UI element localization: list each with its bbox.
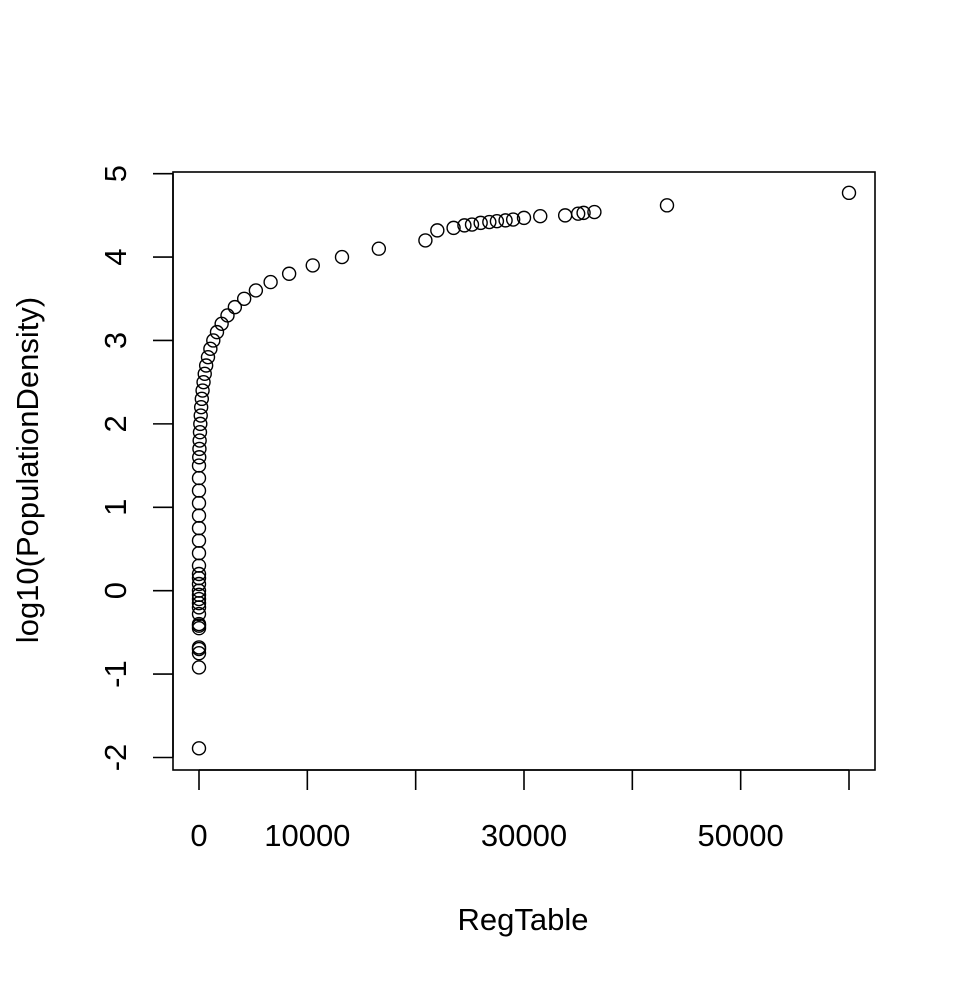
data-point xyxy=(576,205,591,221)
x-tick-label: 50000 xyxy=(698,818,784,853)
data-point xyxy=(191,533,207,548)
data-point xyxy=(570,206,586,221)
data-point xyxy=(482,214,497,230)
data-point xyxy=(457,218,472,233)
data-point xyxy=(446,220,461,236)
x-axis: 0 10000 30000 50000 xyxy=(190,769,850,853)
data-point xyxy=(196,374,211,390)
data-point xyxy=(227,299,243,315)
data-point xyxy=(191,495,207,511)
data-point xyxy=(191,508,207,523)
data-point xyxy=(587,204,602,220)
data-point xyxy=(191,558,207,573)
data-point xyxy=(198,358,214,373)
data-point xyxy=(498,213,513,228)
y-tick-label: 4 xyxy=(98,248,133,265)
y-tick-label: -2 xyxy=(98,744,133,772)
data-point xyxy=(533,209,548,224)
data-point xyxy=(192,425,208,440)
data-point xyxy=(281,266,297,281)
data-point xyxy=(236,291,252,306)
y-tick-label: -1 xyxy=(98,660,133,688)
x-tick-label: 0 xyxy=(190,818,207,853)
data-point xyxy=(516,210,532,226)
data-point xyxy=(192,433,207,448)
data-point xyxy=(191,520,207,536)
data-point xyxy=(193,408,208,423)
data-point xyxy=(191,566,207,582)
data-point xyxy=(191,587,207,603)
data-point xyxy=(191,591,207,607)
data-point xyxy=(220,308,235,323)
data-point xyxy=(191,576,207,592)
y-tick-label: 3 xyxy=(98,332,133,349)
x-tick-label: 10000 xyxy=(264,818,350,853)
data-point xyxy=(505,212,521,227)
y-tick-label: 0 xyxy=(98,582,133,599)
data-point xyxy=(192,441,207,457)
data-point xyxy=(193,399,209,415)
y-axis: -2 -1 0 1 2 3 4 5 xyxy=(98,165,174,772)
data-point xyxy=(659,198,675,213)
data-point xyxy=(263,274,278,290)
points-layer xyxy=(191,185,857,756)
data-point xyxy=(191,646,207,661)
data-point xyxy=(191,545,207,561)
data-point xyxy=(557,208,573,223)
data-point xyxy=(489,214,505,229)
data-point xyxy=(191,616,207,632)
data-point xyxy=(473,215,488,231)
data-point xyxy=(206,333,221,348)
data-point xyxy=(200,349,216,365)
data-point xyxy=(192,450,207,465)
data-point xyxy=(371,241,387,256)
data-point xyxy=(191,741,207,756)
data-point xyxy=(193,416,208,432)
data-point xyxy=(194,391,210,407)
y-tick-label: 1 xyxy=(98,499,133,516)
data-point xyxy=(191,483,207,498)
data-point xyxy=(203,341,218,357)
y-tick-label: 5 xyxy=(98,165,133,182)
data-point xyxy=(195,383,210,398)
data-point xyxy=(191,606,207,622)
data-point xyxy=(464,217,480,232)
data-point xyxy=(191,470,207,486)
y-axis-title: log10(PopulationDensity) xyxy=(10,297,45,643)
data-point xyxy=(841,185,857,201)
x-tick-label: 30000 xyxy=(481,818,567,853)
data-point xyxy=(191,458,207,473)
data-point xyxy=(418,233,433,248)
x-axis-title: RegTable xyxy=(458,902,589,937)
data-point xyxy=(209,324,225,340)
data-point xyxy=(197,366,212,382)
data-point xyxy=(191,640,207,655)
data-point xyxy=(248,283,264,298)
data-point xyxy=(334,249,350,265)
y-tick-label: 2 xyxy=(98,415,133,432)
plot-box xyxy=(172,171,876,771)
data-point xyxy=(305,258,320,273)
data-point xyxy=(430,223,445,238)
data-point xyxy=(191,660,207,675)
